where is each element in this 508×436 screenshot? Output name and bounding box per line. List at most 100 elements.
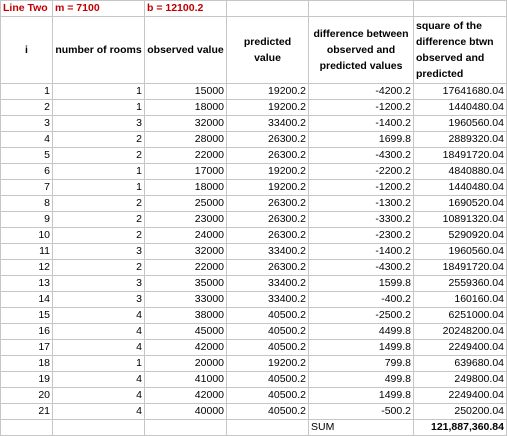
cell-rooms[interactable]: 1 bbox=[52, 355, 145, 372]
sum-label[interactable]: SUM bbox=[308, 419, 414, 436]
cell-square[interactable]: 2889320.04 bbox=[413, 131, 507, 148]
cell-observed[interactable]: 23000 bbox=[144, 211, 227, 228]
cell-rooms[interactable]: 2 bbox=[52, 195, 145, 212]
cell-i[interactable]: 13 bbox=[0, 275, 53, 292]
cell-i[interactable]: 15 bbox=[0, 307, 53, 324]
cell-i[interactable]: 8 bbox=[0, 195, 53, 212]
cell-rooms[interactable]: 2 bbox=[52, 131, 145, 148]
cell-i[interactable]: 1 bbox=[0, 83, 53, 100]
header-observed[interactable]: observed value bbox=[144, 16, 227, 84]
cell-observed[interactable]: 18000 bbox=[144, 99, 227, 116]
cell-square[interactable]: 250200.04 bbox=[413, 403, 507, 420]
cell-observed[interactable]: 42000 bbox=[144, 387, 227, 404]
cell-predicted[interactable]: 33400.2 bbox=[226, 291, 309, 308]
cell-square[interactable]: 18491720.04 bbox=[413, 259, 507, 276]
header-square[interactable]: square of the difference btwn observed a… bbox=[413, 16, 507, 84]
cell-i[interactable]: 19 bbox=[0, 371, 53, 388]
cell-i[interactable]: 2 bbox=[0, 99, 53, 116]
cell-difference[interactable]: -2300.2 bbox=[308, 227, 414, 244]
cell-square[interactable]: 1960560.04 bbox=[413, 243, 507, 260]
cell-square[interactable]: 6251000.04 bbox=[413, 307, 507, 324]
cell-observed[interactable]: 33000 bbox=[144, 291, 227, 308]
cell-predicted[interactable]: 26300.2 bbox=[226, 131, 309, 148]
cell-predicted[interactable]: 26300.2 bbox=[226, 259, 309, 276]
cell-difference[interactable]: 799.8 bbox=[308, 355, 414, 372]
cell-square[interactable]: 1440480.04 bbox=[413, 179, 507, 196]
cell-difference[interactable]: -400.2 bbox=[308, 291, 414, 308]
cell-i[interactable]: 17 bbox=[0, 339, 53, 356]
cell-i[interactable]: 16 bbox=[0, 323, 53, 340]
cell-rooms[interactable]: 1 bbox=[52, 163, 145, 180]
cell-difference[interactable]: -500.2 bbox=[308, 403, 414, 420]
cell-rooms[interactable]: 4 bbox=[52, 403, 145, 420]
empty-cell[interactable] bbox=[413, 0, 507, 17]
cell-predicted[interactable]: 40500.2 bbox=[226, 323, 309, 340]
cell-observed[interactable]: 40000 bbox=[144, 403, 227, 420]
cell-predicted[interactable]: 33400.2 bbox=[226, 243, 309, 260]
cell-observed[interactable]: 41000 bbox=[144, 371, 227, 388]
cell-i[interactable]: 10 bbox=[0, 227, 53, 244]
empty-cell[interactable] bbox=[226, 419, 309, 436]
empty-cell[interactable] bbox=[52, 419, 145, 436]
cell-i[interactable]: 18 bbox=[0, 355, 53, 372]
cell-rooms[interactable]: 4 bbox=[52, 307, 145, 324]
cell-predicted[interactable]: 33400.2 bbox=[226, 275, 309, 292]
cell-difference[interactable]: -3300.2 bbox=[308, 211, 414, 228]
cell-predicted[interactable]: 26300.2 bbox=[226, 147, 309, 164]
cell-predicted[interactable]: 40500.2 bbox=[226, 371, 309, 388]
cell-square[interactable]: 17641680.04 bbox=[413, 83, 507, 100]
cell-rooms[interactable]: 4 bbox=[52, 371, 145, 388]
cell-rooms[interactable]: 2 bbox=[52, 259, 145, 276]
cell-observed[interactable]: 25000 bbox=[144, 195, 227, 212]
cell-observed[interactable]: 28000 bbox=[144, 131, 227, 148]
cell-rooms[interactable]: 1 bbox=[52, 83, 145, 100]
cell-square[interactable]: 2559360.04 bbox=[413, 275, 507, 292]
cell-square[interactable]: 18491720.04 bbox=[413, 147, 507, 164]
cell-square[interactable]: 249800.04 bbox=[413, 371, 507, 388]
cell-square[interactable]: 2249400.04 bbox=[413, 387, 507, 404]
cell-square[interactable]: 1690520.04 bbox=[413, 195, 507, 212]
cell-difference[interactable]: -1300.2 bbox=[308, 195, 414, 212]
cell-difference[interactable]: -4300.2 bbox=[308, 259, 414, 276]
cell-difference[interactable]: -1200.2 bbox=[308, 179, 414, 196]
cell-predicted[interactable]: 19200.2 bbox=[226, 163, 309, 180]
cell-rooms[interactable]: 3 bbox=[52, 275, 145, 292]
intercept-cell[interactable]: b = 12100.2 bbox=[144, 0, 227, 17]
cell-observed[interactable]: 32000 bbox=[144, 243, 227, 260]
cell-square[interactable]: 5290920.04 bbox=[413, 227, 507, 244]
cell-i[interactable]: 21 bbox=[0, 403, 53, 420]
header-difference[interactable]: difference between observed and predicte… bbox=[308, 16, 414, 84]
empty-cell[interactable] bbox=[226, 0, 309, 17]
cell-difference[interactable]: -2200.2 bbox=[308, 163, 414, 180]
cell-i[interactable]: 12 bbox=[0, 259, 53, 276]
cell-difference[interactable]: -4200.2 bbox=[308, 83, 414, 100]
sum-value[interactable]: 121,887,360.84 bbox=[413, 419, 507, 436]
cell-i[interactable]: 7 bbox=[0, 179, 53, 196]
cell-observed[interactable]: 20000 bbox=[144, 355, 227, 372]
cell-predicted[interactable]: 19200.2 bbox=[226, 99, 309, 116]
cell-square[interactable]: 10891320.04 bbox=[413, 211, 507, 228]
empty-cell[interactable] bbox=[144, 419, 227, 436]
cell-difference[interactable]: -1400.2 bbox=[308, 243, 414, 260]
cell-square[interactable]: 639680.04 bbox=[413, 355, 507, 372]
cell-difference[interactable]: -1400.2 bbox=[308, 115, 414, 132]
cell-rooms[interactable]: 2 bbox=[52, 227, 145, 244]
cell-rooms[interactable]: 2 bbox=[52, 211, 145, 228]
cell-predicted[interactable]: 40500.2 bbox=[226, 387, 309, 404]
cell-observed[interactable]: 18000 bbox=[144, 179, 227, 196]
empty-cell[interactable] bbox=[308, 0, 414, 17]
cell-square[interactable]: 4840880.04 bbox=[413, 163, 507, 180]
cell-i[interactable]: 4 bbox=[0, 131, 53, 148]
cell-difference[interactable]: 1499.8 bbox=[308, 339, 414, 356]
cell-i[interactable]: 3 bbox=[0, 115, 53, 132]
cell-difference[interactable]: -4300.2 bbox=[308, 147, 414, 164]
cell-observed[interactable]: 38000 bbox=[144, 307, 227, 324]
cell-observed[interactable]: 45000 bbox=[144, 323, 227, 340]
cell-predicted[interactable]: 33400.2 bbox=[226, 115, 309, 132]
cell-i[interactable]: 14 bbox=[0, 291, 53, 308]
cell-square[interactable]: 160160.04 bbox=[413, 291, 507, 308]
cell-rooms[interactable]: 3 bbox=[52, 115, 145, 132]
cell-difference[interactable]: 4499.8 bbox=[308, 323, 414, 340]
cell-predicted[interactable]: 40500.2 bbox=[226, 339, 309, 356]
cell-observed[interactable]: 35000 bbox=[144, 275, 227, 292]
